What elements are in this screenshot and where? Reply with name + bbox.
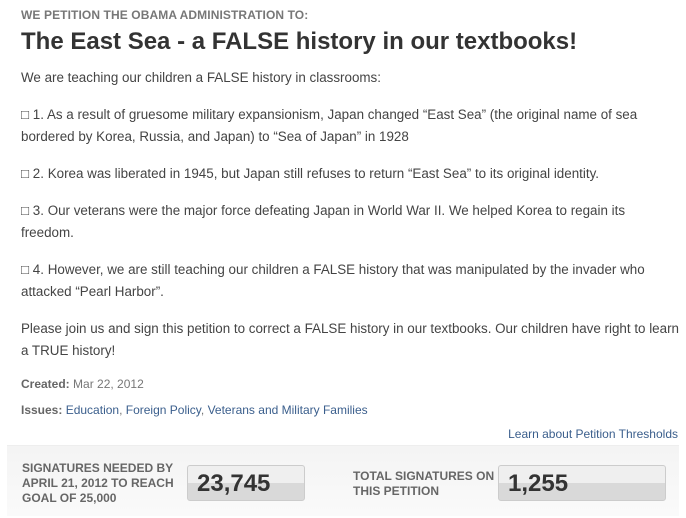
created-value: Mar 22, 2012 [73, 377, 144, 391]
petition-closing: Please join us and sign this petition to… [21, 321, 679, 358]
signature-stats: SIGNATURES NEEDED BY APRIL 21, 2012 TO R… [7, 445, 679, 516]
issue-link-education[interactable]: Education [65, 403, 120, 417]
signatures-needed-value: 23,745 [187, 465, 305, 501]
created-label: Created: [21, 377, 70, 391]
petition-item: □ 2. Korea was liberated in 1945, but Ja… [21, 166, 599, 181]
total-signatures-label: TOTAL SIGNATURES ON THIS PETITION [353, 469, 495, 498]
petition-kicker: WE PETITION THE OBAMA ADMINISTRATION TO: [21, 8, 309, 22]
created-date: Created: Mar 22, 2012 [21, 376, 681, 392]
issue-link-foreign-policy[interactable]: Foreign Policy [125, 403, 201, 417]
petition-item: □ 1. As a result of gruesome military ex… [21, 107, 638, 144]
issues-label: Issues: [21, 403, 63, 417]
petition-body: WE PETITION THE OBAMA ADMINISTRATION TO:… [21, 0, 681, 418]
petition-item: □ 4. However, we are still teaching our … [21, 262, 645, 299]
total-signatures-value: 1,255 [498, 465, 666, 501]
learn-thresholds-link[interactable]: Learn about Petition Thresholds [508, 427, 678, 441]
petition-intro: We are teaching our children a FALSE his… [21, 70, 381, 85]
petition-item: □ 3. Our veterans were the major force d… [21, 203, 626, 240]
issues: Issues: Education, Foreign Policy, Veter… [21, 403, 368, 417]
issue-link-veterans[interactable]: Veterans and Military Families [207, 403, 368, 417]
petition-title: The East Sea - a FALSE history in our te… [21, 28, 578, 55]
signatures-needed-label: SIGNATURES NEEDED BY APRIL 21, 2012 TO R… [22, 461, 174, 505]
